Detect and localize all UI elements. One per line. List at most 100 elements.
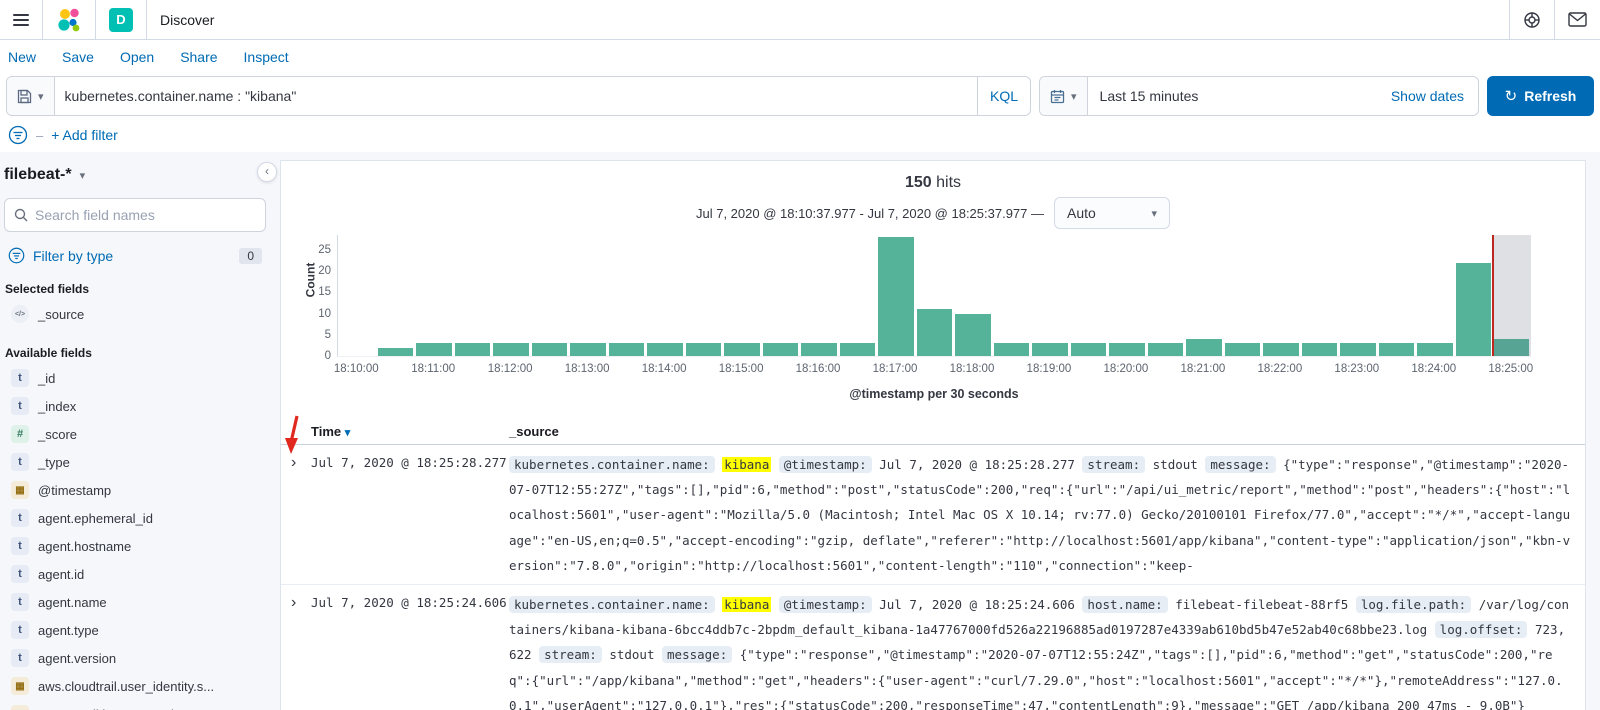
histogram-bar[interactable] [531, 343, 568, 356]
field-item[interactable]: ▦ azure.auditlogs.properties.ac... [4, 700, 266, 710]
x-tick-label: 18:11:00 [411, 363, 456, 375]
x-tick-label: 18:17:00 [872, 363, 918, 375]
menu-hamburger-icon[interactable] [13, 13, 29, 26]
histogram-bar[interactable] [1186, 339, 1222, 356]
field-value: {"type":"response","@timestamp":"2020-07… [509, 457, 1571, 573]
histogram-bar[interactable] [1340, 343, 1376, 356]
nav-share[interactable]: Share [180, 49, 218, 65]
expand-row-icon[interactable]: › [291, 594, 297, 612]
field-name: _source [38, 306, 85, 322]
add-filter-button[interactable]: + Add filter [51, 127, 118, 143]
field-item[interactable]: t agent.version [4, 644, 266, 672]
filter-divider: – [36, 127, 44, 143]
histogram-bar[interactable] [454, 343, 491, 356]
column-header-time[interactable]: Time ▾ [311, 424, 351, 439]
help-button[interactable] [1510, 0, 1554, 39]
nav-save[interactable]: Save [62, 49, 94, 65]
nav-inspect[interactable]: Inspect [243, 49, 289, 65]
hits-summary: 150 hits [281, 161, 1585, 192]
field-item[interactable]: # _score [4, 420, 266, 448]
field-item[interactable]: t agent.ephemeral_id [4, 504, 266, 532]
histogram-bar[interactable] [1378, 343, 1415, 356]
show-dates-button[interactable]: Show dates [1390, 88, 1464, 104]
histogram-bar[interactable] [1109, 343, 1145, 356]
histogram-bar[interactable] [647, 343, 683, 356]
field-value: Jul 7, 2020 @ 18:25:24.606 [879, 597, 1075, 613]
nav-open[interactable]: Open [119, 49, 155, 65]
histogram-bar[interactable] [608, 343, 645, 356]
histogram-plot[interactable]: 0 5 10 15 20 25 [318, 235, 1531, 362]
x-tick-label: 18:13:00 [564, 363, 610, 375]
filter-bar: – + Add filter [0, 118, 1600, 152]
field-name: agent.hostname [38, 538, 132, 554]
histogram-bar[interactable] [839, 343, 876, 356]
time-range-value[interactable]: Last 15 minutes [1099, 88, 1199, 104]
column-header-source: _source [509, 424, 559, 439]
expand-row-icon[interactable]: › [291, 454, 297, 471]
histogram-bar[interactable] [493, 343, 529, 356]
date-quick-menu-button[interactable]: ▾ [1040, 77, 1088, 115]
discover-app-badge[interactable]: D [109, 7, 133, 32]
histogram-bar[interactable] [993, 343, 1030, 356]
field-item[interactable]: ▦ aws.cloudtrail.user_identity.s... [4, 672, 266, 700]
elastic-logo[interactable] [43, 0, 95, 39]
field-item[interactable]: t _index [4, 392, 266, 420]
search-query-input[interactable] [54, 77, 977, 115]
histogram-bar[interactable] [1417, 343, 1453, 356]
histogram-bar[interactable] [1147, 343, 1184, 356]
histogram-bar[interactable] [377, 347, 414, 356]
histogram-bar[interactable] [570, 343, 606, 356]
field-item[interactable]: t _type [4, 448, 266, 476]
field-item[interactable]: t _id [4, 364, 266, 392]
index-pattern-switcher[interactable]: filebeat-* ▾ [4, 166, 266, 184]
histogram-time-range: Jul 7, 2020 @ 18:10:37.977 - Jul 7, 2020… [695, 205, 1045, 221]
histogram-bar[interactable] [1070, 343, 1107, 356]
newsfeed-button[interactable] [1555, 0, 1600, 39]
elastic-logo-icon [58, 8, 80, 31]
highlighted-field-value: kibana [722, 597, 772, 613]
refresh-button[interactable]: ↻ Refresh [1487, 76, 1594, 116]
histogram-bar[interactable] [1032, 343, 1068, 356]
field-item[interactable]: t agent.id [4, 560, 266, 588]
histogram-bar[interactable] [955, 313, 991, 356]
field-item[interactable]: t agent.hostname [4, 532, 266, 560]
histogram-bar[interactable] [416, 343, 452, 356]
string-field-icon: t [11, 621, 29, 639]
histogram-bar[interactable] [1494, 339, 1530, 356]
field-name-badge: host.name: [1082, 596, 1168, 614]
saved-query-menu-button[interactable]: ▾ [7, 77, 55, 115]
histogram-bar[interactable] [916, 309, 953, 356]
histogram-bar[interactable] [724, 343, 760, 356]
histogram-bar[interactable] [762, 343, 799, 356]
search-field-names-input[interactable] [35, 207, 256, 223]
query-language-button[interactable]: KQL [976, 77, 1030, 115]
field-item[interactable]: t agent.type [4, 616, 266, 644]
nav-new[interactable]: New [8, 49, 37, 65]
field-name: agent.id [38, 566, 85, 582]
field-name: agent.version [38, 650, 117, 666]
histogram-bar[interactable] [1224, 343, 1261, 356]
field-item[interactable]: </> _source [4, 300, 266, 328]
y-tick-label: 0 [324, 350, 331, 362]
histogram-bar[interactable] [801, 343, 837, 356]
string-field-icon: t [11, 593, 29, 611]
histogram-bar[interactable] [1301, 343, 1338, 356]
histogram-bar[interactable] [878, 237, 914, 356]
histogram-bar[interactable] [1263, 343, 1299, 356]
field-item[interactable]: ▦ @timestamp [4, 476, 266, 504]
histogram-bar[interactable] [1455, 262, 1491, 356]
filter-by-type[interactable]: Filter by type 0 [4, 247, 266, 264]
date-picker: ▾ Last 15 minutes Show dates [1039, 76, 1479, 116]
chevron-down-icon: ▾ [79, 169, 86, 182]
sort-descending-icon[interactable]: ▾ [344, 427, 351, 439]
interval-select[interactable]: Auto ▾ [1054, 197, 1171, 229]
histogram-bar[interactable] [685, 343, 722, 356]
field-name-badge: log.file.path: [1355, 596, 1472, 614]
string-field-icon: t [11, 397, 29, 415]
x-tick-label: 18:20:00 [1103, 363, 1149, 375]
x-tick-label: 18:22:00 [1257, 363, 1303, 375]
filter-icon[interactable] [8, 125, 28, 145]
field-item[interactable]: t agent.name [4, 588, 266, 616]
field-value: 723,622 [509, 622, 1566, 663]
collapse-sidebar-button[interactable]: ‹ [257, 162, 277, 182]
